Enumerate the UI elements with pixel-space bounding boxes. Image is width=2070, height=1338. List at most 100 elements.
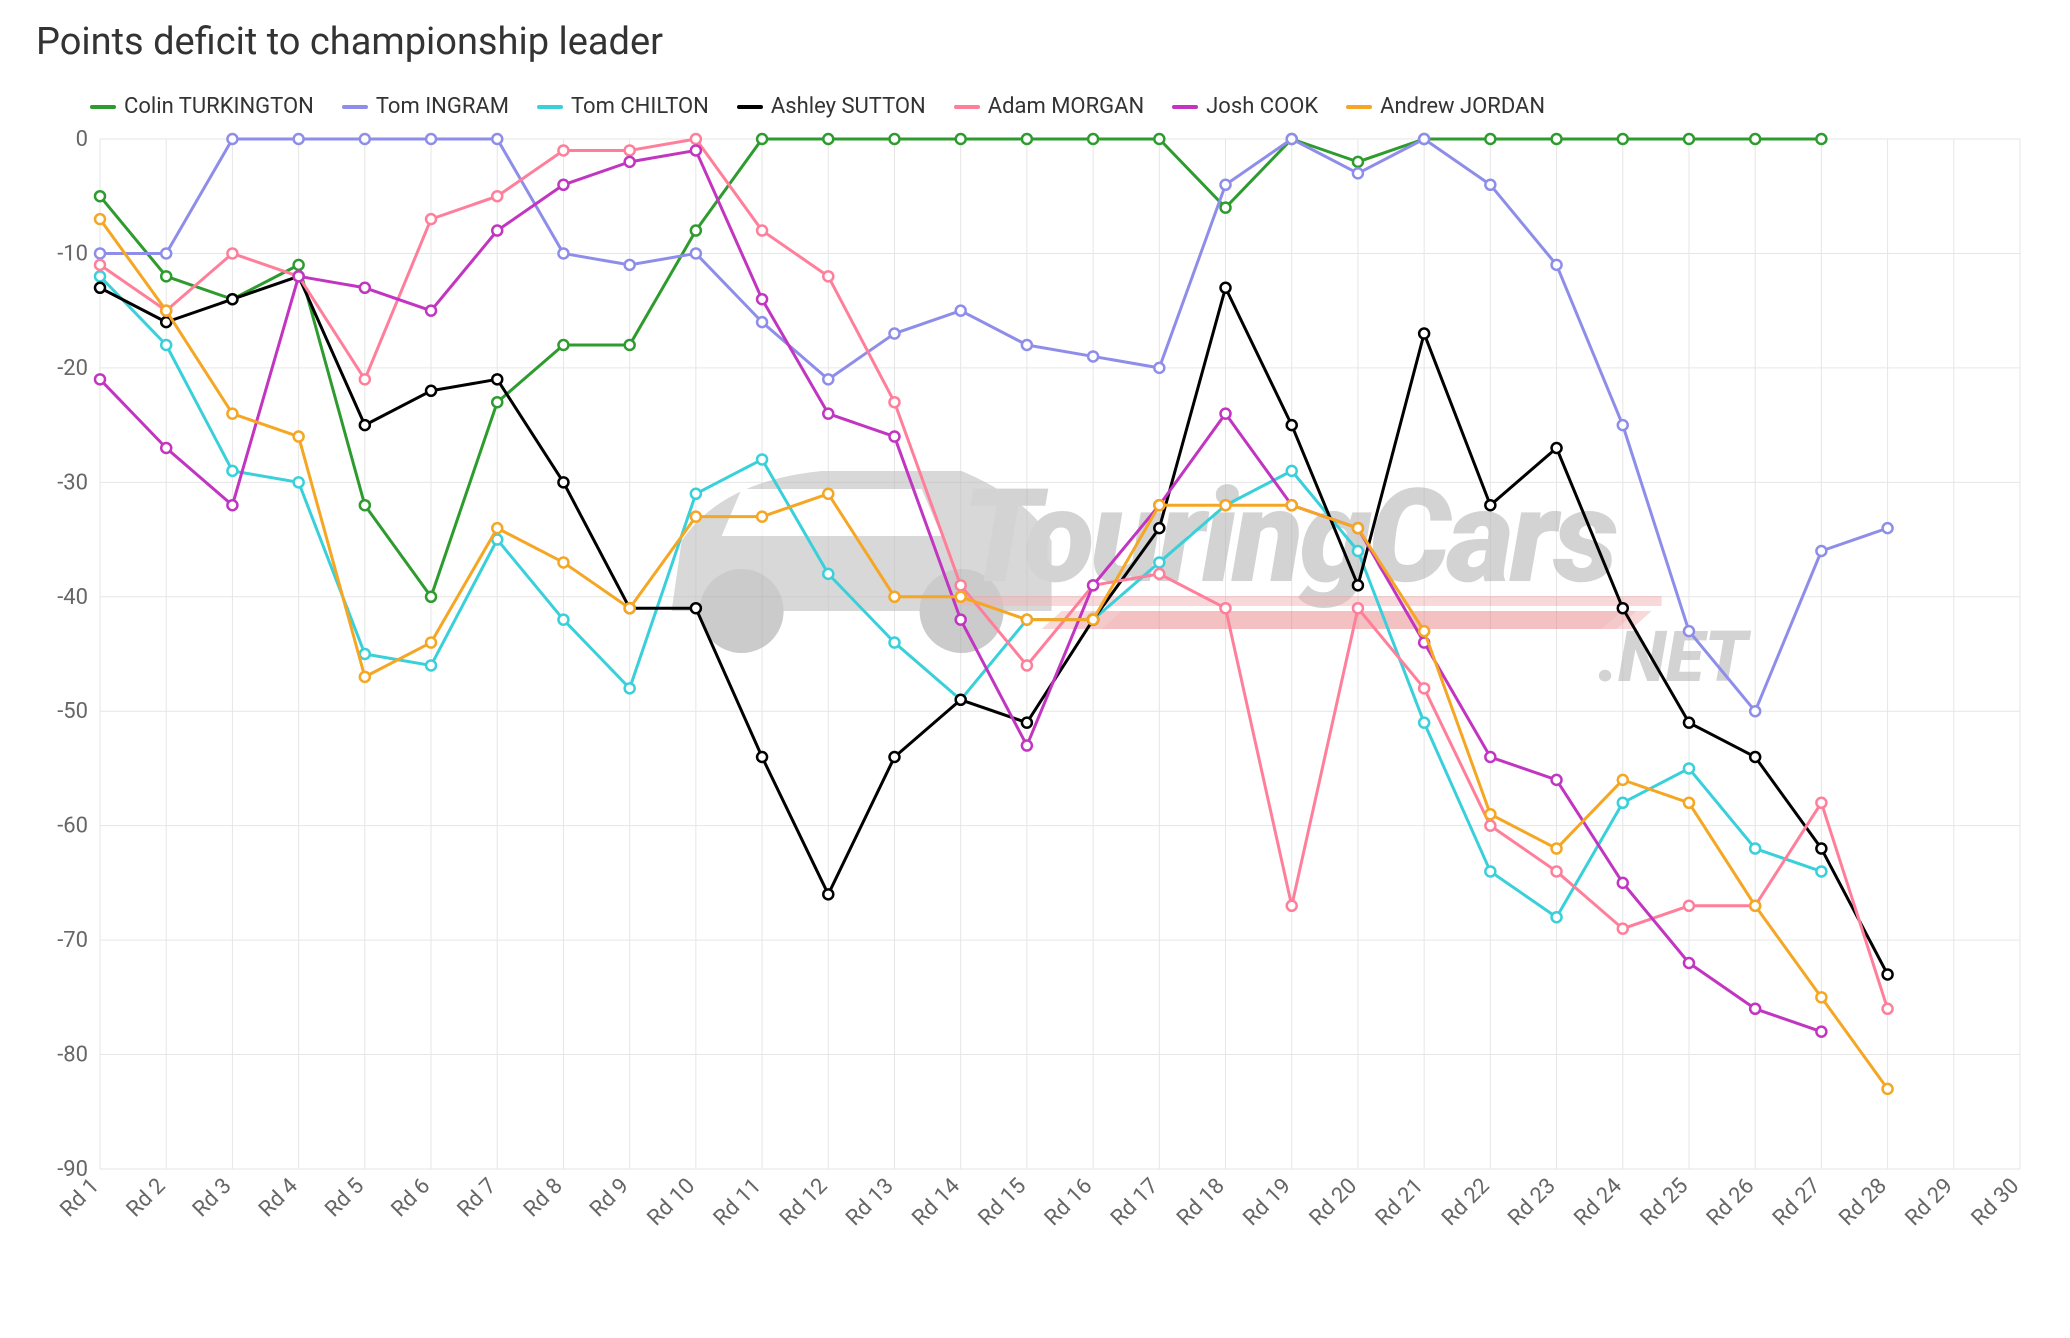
data-point[interactable] bbox=[956, 615, 966, 625]
data-point[interactable] bbox=[294, 260, 304, 270]
data-point[interactable] bbox=[757, 226, 767, 236]
data-point[interactable] bbox=[1022, 718, 1032, 728]
data-point[interactable] bbox=[1684, 134, 1694, 144]
data-point[interactable] bbox=[823, 569, 833, 579]
data-point[interactable] bbox=[1816, 798, 1826, 808]
data-point[interactable] bbox=[823, 489, 833, 499]
data-point[interactable] bbox=[1552, 260, 1562, 270]
data-point[interactable] bbox=[227, 466, 237, 476]
data-point[interactable] bbox=[889, 592, 899, 602]
data-point[interactable] bbox=[1419, 329, 1429, 339]
data-point[interactable] bbox=[558, 180, 568, 190]
data-point[interactable] bbox=[227, 134, 237, 144]
data-point[interactable] bbox=[823, 409, 833, 419]
data-point[interactable] bbox=[691, 512, 701, 522]
data-point[interactable] bbox=[558, 340, 568, 350]
data-point[interactable] bbox=[1353, 546, 1363, 556]
data-point[interactable] bbox=[1618, 603, 1628, 613]
data-point[interactable] bbox=[360, 134, 370, 144]
data-point[interactable] bbox=[492, 397, 502, 407]
data-point[interactable] bbox=[1287, 500, 1297, 510]
data-point[interactable] bbox=[625, 145, 635, 155]
data-point[interactable] bbox=[691, 603, 701, 613]
data-point[interactable] bbox=[1552, 912, 1562, 922]
data-point[interactable] bbox=[360, 374, 370, 384]
data-point[interactable] bbox=[1816, 866, 1826, 876]
data-point[interactable] bbox=[757, 134, 767, 144]
data-point[interactable] bbox=[161, 340, 171, 350]
data-point[interactable] bbox=[1022, 615, 1032, 625]
data-point[interactable] bbox=[889, 397, 899, 407]
data-point[interactable] bbox=[1816, 844, 1826, 854]
data-point[interactable] bbox=[757, 512, 767, 522]
data-point[interactable] bbox=[426, 592, 436, 602]
data-point[interactable] bbox=[1684, 901, 1694, 911]
data-point[interactable] bbox=[625, 260, 635, 270]
data-point[interactable] bbox=[1154, 363, 1164, 373]
data-point[interactable] bbox=[1221, 603, 1231, 613]
data-point[interactable] bbox=[558, 615, 568, 625]
data-point[interactable] bbox=[161, 248, 171, 258]
data-point[interactable] bbox=[1883, 523, 1893, 533]
data-point[interactable] bbox=[956, 592, 966, 602]
data-point[interactable] bbox=[1552, 775, 1562, 785]
data-point[interactable] bbox=[1287, 466, 1297, 476]
data-point[interactable] bbox=[1022, 340, 1032, 350]
data-point[interactable] bbox=[1618, 798, 1628, 808]
data-point[interactable] bbox=[1816, 1027, 1826, 1037]
legend-item[interactable]: Andrew JORDAN bbox=[1346, 94, 1545, 119]
data-point[interactable] bbox=[1088, 351, 1098, 361]
data-point[interactable] bbox=[1750, 706, 1760, 716]
data-point[interactable] bbox=[492, 523, 502, 533]
data-point[interactable] bbox=[426, 306, 436, 316]
data-point[interactable] bbox=[823, 374, 833, 384]
data-point[interactable] bbox=[1154, 569, 1164, 579]
data-point[interactable] bbox=[1419, 683, 1429, 693]
data-point[interactable] bbox=[1618, 878, 1628, 888]
data-point[interactable] bbox=[691, 134, 701, 144]
data-point[interactable] bbox=[360, 283, 370, 293]
data-point[interactable] bbox=[1485, 180, 1495, 190]
data-point[interactable] bbox=[1221, 500, 1231, 510]
data-point[interactable] bbox=[1485, 134, 1495, 144]
data-point[interactable] bbox=[1221, 409, 1231, 419]
data-point[interactable] bbox=[1419, 718, 1429, 728]
data-point[interactable] bbox=[294, 477, 304, 487]
data-point[interactable] bbox=[757, 454, 767, 464]
data-point[interactable] bbox=[1287, 901, 1297, 911]
data-point[interactable] bbox=[625, 340, 635, 350]
data-point[interactable] bbox=[161, 306, 171, 316]
data-point[interactable] bbox=[1684, 718, 1694, 728]
data-point[interactable] bbox=[823, 271, 833, 281]
data-point[interactable] bbox=[625, 603, 635, 613]
data-point[interactable] bbox=[492, 134, 502, 144]
data-point[interactable] bbox=[1883, 1084, 1893, 1094]
data-point[interactable] bbox=[823, 134, 833, 144]
data-point[interactable] bbox=[1552, 866, 1562, 876]
data-point[interactable] bbox=[426, 660, 436, 670]
data-point[interactable] bbox=[294, 271, 304, 281]
data-point[interactable] bbox=[956, 580, 966, 590]
data-point[interactable] bbox=[1154, 500, 1164, 510]
data-point[interactable] bbox=[1353, 157, 1363, 167]
legend-item[interactable]: Tom CHILTON bbox=[537, 94, 709, 119]
data-point[interactable] bbox=[227, 500, 237, 510]
data-point[interactable] bbox=[1684, 798, 1694, 808]
data-point[interactable] bbox=[294, 432, 304, 442]
data-point[interactable] bbox=[426, 214, 436, 224]
data-point[interactable] bbox=[558, 145, 568, 155]
data-point[interactable] bbox=[360, 500, 370, 510]
data-point[interactable] bbox=[1618, 134, 1628, 144]
data-point[interactable] bbox=[1750, 901, 1760, 911]
data-point[interactable] bbox=[757, 752, 767, 762]
data-point[interactable] bbox=[1022, 741, 1032, 751]
data-point[interactable] bbox=[1684, 626, 1694, 636]
data-point[interactable] bbox=[95, 248, 105, 258]
data-point[interactable] bbox=[691, 489, 701, 499]
data-point[interactable] bbox=[1750, 1004, 1760, 1014]
data-point[interactable] bbox=[1485, 752, 1495, 762]
data-point[interactable] bbox=[1221, 283, 1231, 293]
data-point[interactable] bbox=[161, 443, 171, 453]
data-point[interactable] bbox=[889, 134, 899, 144]
data-point[interactable] bbox=[1419, 626, 1429, 636]
